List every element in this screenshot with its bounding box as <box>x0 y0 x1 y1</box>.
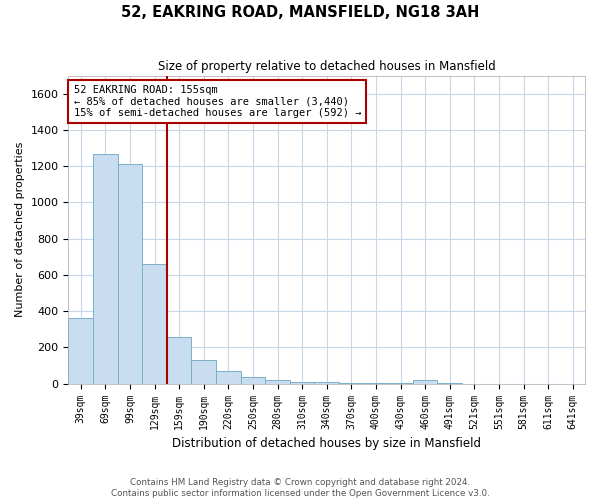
Bar <box>93 154 118 384</box>
X-axis label: Distribution of detached houses by size in Mansfield: Distribution of detached houses by size … <box>172 437 481 450</box>
Bar <box>314 382 339 384</box>
Bar <box>241 377 265 384</box>
Bar <box>290 382 314 384</box>
Bar <box>118 164 142 384</box>
Y-axis label: Number of detached properties: Number of detached properties <box>15 142 25 318</box>
Bar <box>413 380 437 384</box>
Bar <box>68 318 93 384</box>
Bar <box>167 338 191 384</box>
Bar <box>216 371 241 384</box>
Text: Contains HM Land Registry data © Crown copyright and database right 2024.
Contai: Contains HM Land Registry data © Crown c… <box>110 478 490 498</box>
Bar <box>364 383 388 384</box>
Bar <box>339 383 364 384</box>
Text: 52, EAKRING ROAD, MANSFIELD, NG18 3AH: 52, EAKRING ROAD, MANSFIELD, NG18 3AH <box>121 5 479 20</box>
Bar <box>191 360 216 384</box>
Bar <box>142 264 167 384</box>
Title: Size of property relative to detached houses in Mansfield: Size of property relative to detached ho… <box>158 60 496 73</box>
Text: 52 EAKRING ROAD: 155sqm
← 85% of detached houses are smaller (3,440)
15% of semi: 52 EAKRING ROAD: 155sqm ← 85% of detache… <box>74 85 361 118</box>
Bar <box>265 380 290 384</box>
